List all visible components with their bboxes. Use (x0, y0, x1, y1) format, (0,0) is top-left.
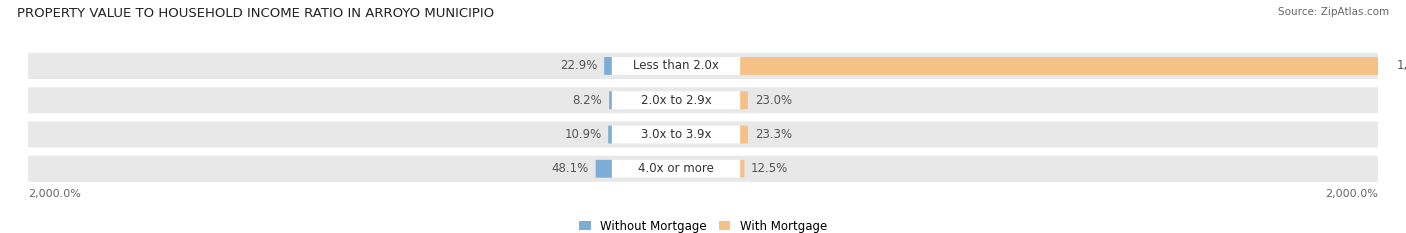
FancyBboxPatch shape (605, 57, 612, 75)
Text: 2.0x to 2.9x: 2.0x to 2.9x (641, 94, 711, 107)
Text: 3.0x to 3.9x: 3.0x to 3.9x (641, 128, 711, 141)
FancyBboxPatch shape (28, 87, 1378, 113)
Text: 22.9%: 22.9% (560, 59, 598, 72)
Text: 2,000.0%: 2,000.0% (1324, 189, 1378, 199)
FancyBboxPatch shape (740, 160, 744, 178)
FancyBboxPatch shape (612, 91, 740, 109)
FancyBboxPatch shape (740, 126, 748, 143)
FancyBboxPatch shape (609, 126, 612, 143)
FancyBboxPatch shape (740, 57, 1391, 75)
FancyBboxPatch shape (740, 91, 748, 109)
Text: 1,926.0: 1,926.0 (1396, 59, 1406, 72)
FancyBboxPatch shape (612, 126, 740, 143)
Text: 23.3%: 23.3% (755, 128, 792, 141)
FancyBboxPatch shape (28, 156, 1378, 182)
FancyBboxPatch shape (609, 91, 612, 109)
FancyBboxPatch shape (28, 121, 1378, 147)
Text: 23.0%: 23.0% (755, 94, 792, 107)
Text: 4.0x or more: 4.0x or more (638, 162, 714, 175)
FancyBboxPatch shape (596, 160, 612, 178)
Text: 8.2%: 8.2% (572, 94, 602, 107)
Text: PROPERTY VALUE TO HOUSEHOLD INCOME RATIO IN ARROYO MUNICIPIO: PROPERTY VALUE TO HOUSEHOLD INCOME RATIO… (17, 7, 494, 20)
Text: 12.5%: 12.5% (751, 162, 789, 175)
Text: Less than 2.0x: Less than 2.0x (633, 59, 718, 72)
FancyBboxPatch shape (28, 53, 1378, 79)
Legend: Without Mortgage, With Mortgage: Without Mortgage, With Mortgage (579, 220, 827, 233)
Text: 48.1%: 48.1% (551, 162, 589, 175)
FancyBboxPatch shape (612, 57, 740, 75)
Text: Source: ZipAtlas.com: Source: ZipAtlas.com (1278, 7, 1389, 17)
Text: 10.9%: 10.9% (564, 128, 602, 141)
Text: 2,000.0%: 2,000.0% (28, 189, 82, 199)
FancyBboxPatch shape (612, 160, 740, 178)
